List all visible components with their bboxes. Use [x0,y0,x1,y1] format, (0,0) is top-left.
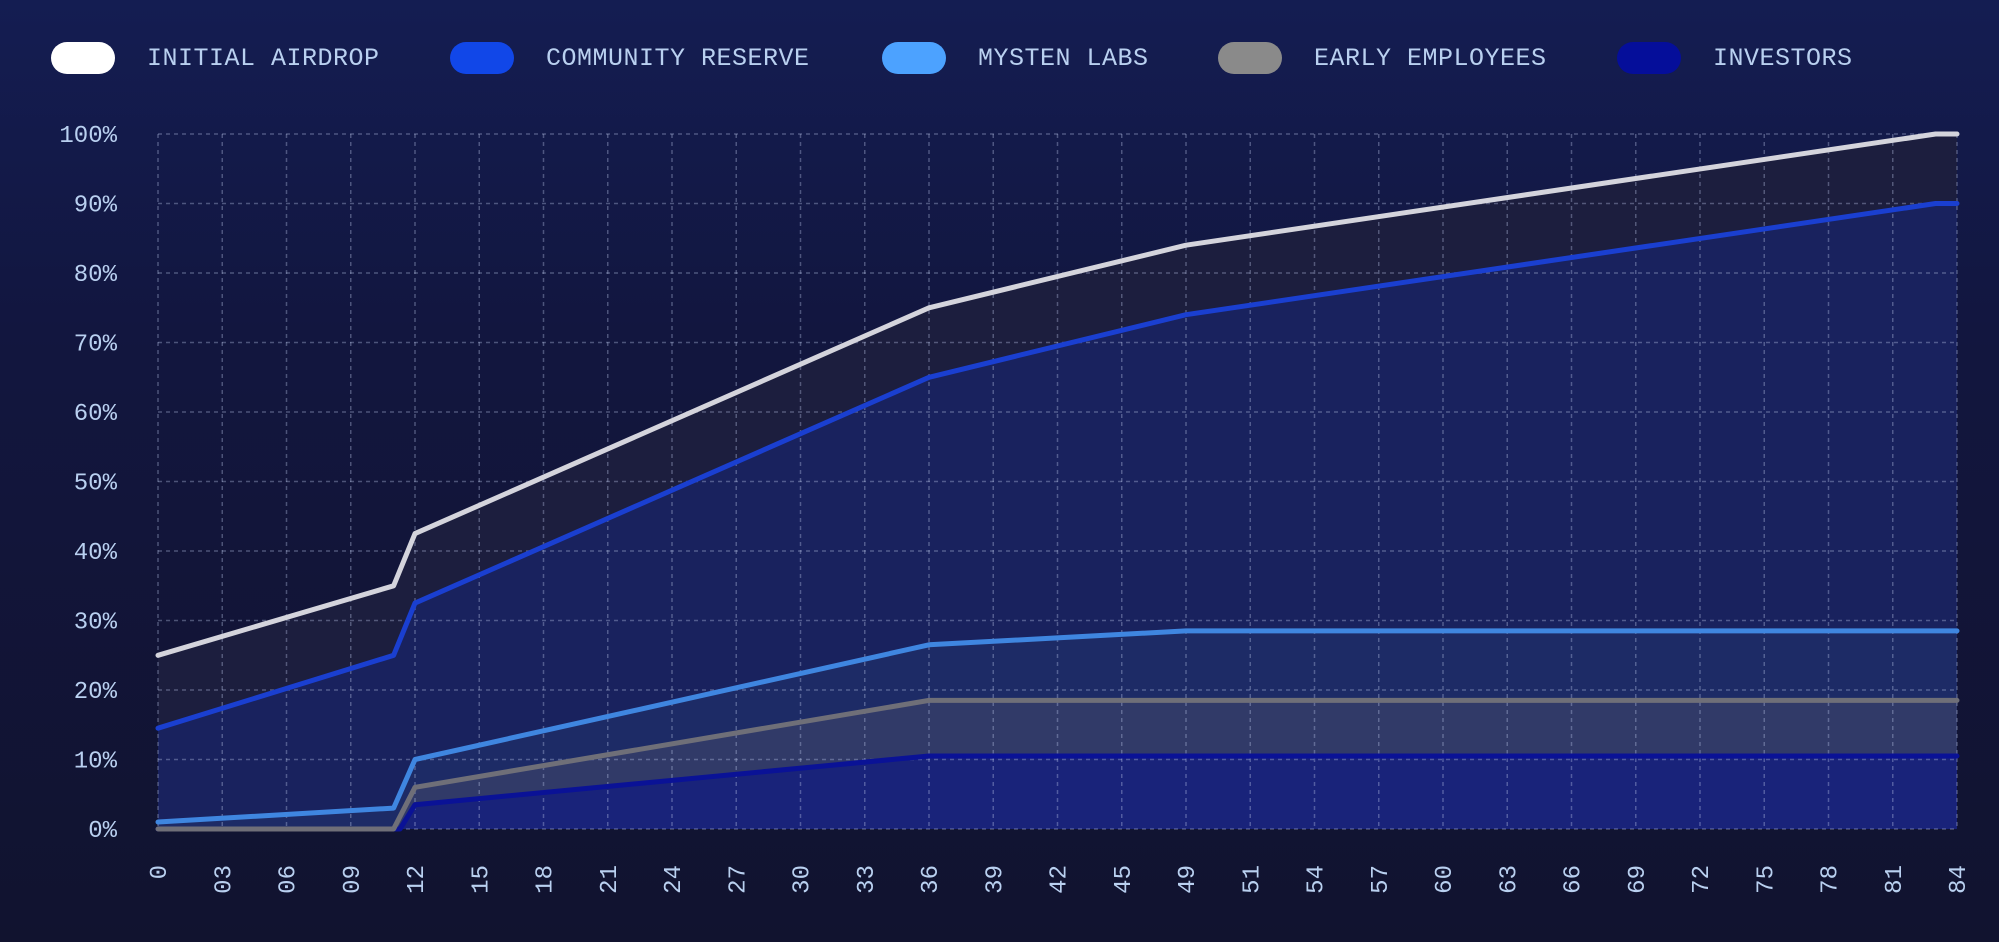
legend-label: MYSTEN LABS [978,43,1149,73]
x-tick-label: 24 [661,865,688,894]
chart-legend: INITIAL AIRDROP COMMUNITY RESERVE MYSTEN L… [0,38,1999,78]
grid [157,133,1958,830]
line-initial-airdrop [155,131,1960,658]
legend-item[interactable]: INVESTORS [1617,38,1853,78]
x-tick-label: 15 [468,865,495,894]
x-tick-label: 42 [1047,865,1074,894]
x-tick-label: 12 [404,865,431,894]
x-tick-label: 36 [918,865,945,894]
x-tick-label: 09 [340,865,367,894]
legend-label: EARLY EMPLOYEES [1314,43,1547,73]
x-tick-label: 39 [982,865,1009,894]
x-tick-label: 18 [533,865,560,894]
x-tick-label: 84 [1946,865,1973,894]
x-tick-label: 49 [1175,865,1202,894]
legend-swatch [1617,42,1681,74]
y-axis: 0% 10% 20% 30% 40% 50% 60% 70% 80% 90% 100% [59,123,117,845]
x-tick-label: 21 [597,865,624,894]
x-tick-label: 33 [854,865,881,894]
x-tick-label: 66 [1561,865,1588,894]
legend-label: COMMUNITY RESERVE [546,43,810,73]
x-tick-label: 45 [1111,865,1138,894]
series-lines [155,131,1960,832]
legend-item[interactable]: INITIAL AIRDROP [51,38,380,78]
x-tick-label: 57 [1368,865,1395,894]
legend-item[interactable]: EARLY EMPLOYEES [1218,38,1547,78]
x-tick-label: 0 [147,865,174,879]
series-areas [158,134,1957,829]
x-tick-label: 69 [1625,865,1652,894]
y-tick-label: 30% [74,610,118,637]
legend-swatch [450,42,514,74]
line-mysten-labs [155,628,1960,825]
x-tick-label: 78 [1818,865,1845,894]
x-axis: 0 03 06 09 12 15 18 21 24 27 30 33 36 39 42 45 49 51 54 57 6… [147,865,1973,894]
x-tick-label: 06 [276,865,303,894]
x-tick-label: 27 [725,865,752,894]
x-tick-label: 30 [790,865,817,894]
x-tick-label: 51 [1239,865,1266,894]
y-tick-label: 100% [59,123,117,150]
legend-swatch [51,42,115,74]
legend-label: INVESTORS [1713,43,1853,73]
x-tick-label: 81 [1882,865,1909,894]
x-tick-label: 03 [211,865,238,894]
legend-label: INITIAL AIRDROP [147,43,380,73]
y-tick-label: 0% [88,818,117,845]
x-tick-label: 54 [1304,865,1331,894]
x-tick-label: 63 [1496,865,1523,894]
y-tick-label: 80% [74,262,118,289]
y-tick-label: 60% [74,401,118,428]
legend-item[interactable]: COMMUNITY RESERVE [450,38,810,78]
line-community-reserve [155,201,1960,731]
y-tick-label: 20% [74,679,118,706]
y-tick-label: 10% [74,749,118,776]
legend-swatch [882,42,946,74]
y-tick-label: 90% [74,193,118,220]
area-investors [158,756,1957,829]
legend-item[interactable]: MYSTEN LABS [882,38,1149,78]
y-tick-label: 70% [74,332,118,359]
y-tick-label: 40% [74,540,118,567]
legend-swatch [1218,42,1282,74]
line-early-employees [155,697,1960,832]
x-tick-label: 60 [1432,865,1459,894]
x-tick-label: 72 [1689,865,1716,894]
y-tick-label: 50% [74,471,118,498]
x-tick-label: 75 [1753,865,1780,894]
